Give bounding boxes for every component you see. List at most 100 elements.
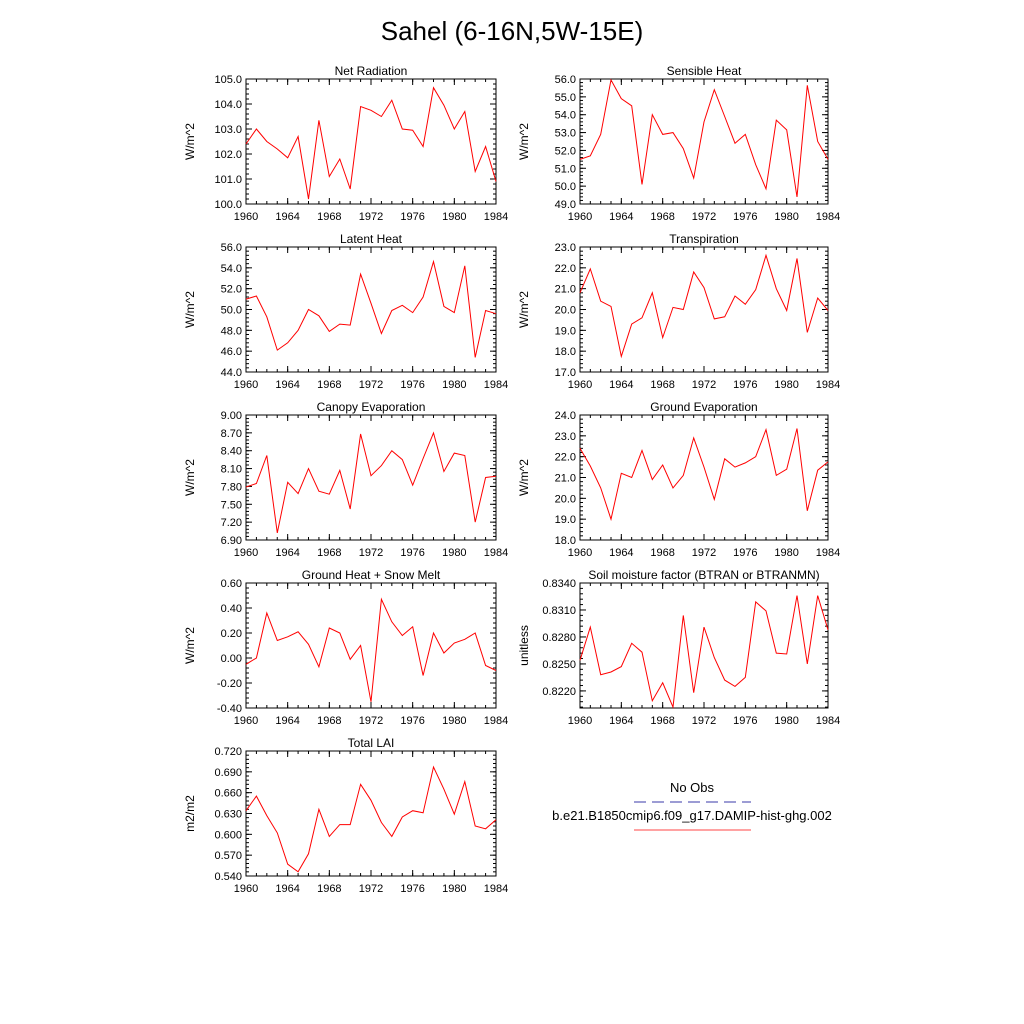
x-tick-label: 1984	[816, 547, 840, 559]
panel-title: Net Radiation	[335, 64, 408, 78]
y-tick-label: 22.0	[555, 263, 576, 275]
x-tick-label: 1972	[359, 211, 383, 223]
panel-6: Ground Evaporation W/m^2 1960 1964 1968 1972 1…	[517, 400, 840, 559]
x-tick-label: 1972	[692, 547, 716, 559]
x-tick-label: 1968	[317, 715, 341, 727]
y-tick-label: 0.8340	[542, 578, 576, 590]
x-tick-label: 1976	[400, 715, 424, 727]
x-tick-label: 1964	[609, 715, 633, 727]
x-tick-label: 1960	[234, 715, 258, 727]
y-tick-label: 56.0	[221, 242, 242, 254]
x-tick-label: 1980	[774, 547, 798, 559]
y-tick-label: 21.0	[555, 284, 576, 296]
y-tick-label: 21.0	[555, 473, 576, 485]
y-tick-label: 8.10	[221, 464, 242, 476]
legend-label: No Obs	[670, 780, 715, 795]
series-line	[245, 431, 497, 534]
x-tick-label: 1984	[816, 715, 840, 727]
y-tick-label: 101.0	[214, 174, 242, 186]
series-line	[245, 597, 497, 702]
y-tick-label: 24.0	[555, 410, 576, 422]
x-tick-label: 1960	[568, 547, 592, 559]
y-tick-label: 53.0	[555, 128, 576, 140]
y-tick-label: 54.0	[221, 263, 242, 275]
y-tick-label: 23.0	[555, 242, 576, 254]
y-tick-label: 0.8220	[542, 686, 576, 698]
y-tick-label: 55.0	[555, 92, 576, 104]
x-tick-label: 1968	[317, 883, 341, 895]
y-tick-label: 6.90	[221, 535, 242, 547]
x-tick-label: 1972	[692, 211, 716, 223]
x-tick-label: 1964	[609, 379, 633, 391]
x-tick-label: 1980	[774, 715, 798, 727]
y-axis-label: W/m^2	[183, 459, 197, 496]
x-tick-label: 1964	[275, 715, 299, 727]
x-tick-label: 1960	[234, 211, 258, 223]
y-axis-label: W/m^2	[183, 123, 197, 160]
x-tick-label: 1960	[234, 379, 258, 391]
x-tick-label: 1964	[275, 883, 299, 895]
y-tick-label: 50.0	[221, 305, 242, 317]
x-tick-label: 1968	[650, 379, 674, 391]
y-tick-label: 20.0	[555, 493, 576, 505]
y-tick-label: -0.20	[217, 678, 242, 690]
y-tick-label: 51.0	[555, 163, 576, 175]
x-tick-label: 1980	[774, 379, 798, 391]
x-tick-label: 1984	[816, 379, 840, 391]
y-tick-label: 0.8280	[542, 632, 576, 644]
y-tick-label: 56.0	[555, 74, 576, 86]
y-tick-label: 48.0	[221, 325, 242, 337]
panel-title: Total LAI	[348, 736, 395, 750]
y-axis-label: m2/m2	[183, 795, 197, 832]
y-tick-label: 0.540	[214, 871, 242, 883]
x-tick-label: 1972	[359, 715, 383, 727]
figure-title: Sahel (6-16N,5W-15E)	[381, 16, 644, 46]
panel-7: Ground Heat + Snow Melt W/m^2 1960 1964 1968…	[183, 568, 508, 727]
x-tick-label: 1976	[400, 211, 424, 223]
panel-title: Latent Heat	[340, 232, 403, 246]
y-tick-label: 104.0	[214, 99, 242, 111]
y-tick-label: 50.0	[555, 181, 576, 193]
y-tick-label: 22.0	[555, 452, 576, 464]
x-tick-label: 1980	[442, 883, 466, 895]
x-tick-label: 1972	[692, 379, 716, 391]
series-line	[579, 595, 829, 710]
legend: No Obs b.e21.B1850cmip6.f09_g17.DAMIP-his…	[552, 780, 832, 831]
legend-label: b.e21.B1850cmip6.f09_g17.DAMIP-hist-ghg.…	[552, 808, 832, 823]
y-tick-label: 0.8250	[542, 659, 576, 671]
x-tick-label: 1976	[400, 547, 424, 559]
series-line	[579, 253, 829, 359]
x-tick-label: 1980	[442, 379, 466, 391]
y-tick-label: 105.0	[214, 74, 242, 86]
y-tick-label: 0.720	[214, 746, 242, 758]
x-tick-label: 1964	[609, 211, 633, 223]
y-tick-label: -0.40	[217, 703, 242, 715]
x-tick-label: 1968	[650, 547, 674, 559]
panel-9: Total LAI m2/m2 1960 1964 1968 1972 1976 1980 19…	[183, 736, 508, 895]
x-tick-label: 1964	[275, 379, 299, 391]
x-tick-label: 1960	[568, 379, 592, 391]
y-tick-label: 46.0	[221, 346, 242, 358]
x-tick-label: 1968	[317, 547, 341, 559]
y-axis-label: W/m^2	[517, 291, 531, 328]
y-tick-label: 52.0	[221, 284, 242, 296]
x-tick-label: 1984	[484, 715, 508, 727]
x-tick-label: 1984	[484, 547, 508, 559]
y-tick-label: 0.630	[214, 809, 242, 821]
panel-title: Ground Heat + Snow Melt	[302, 568, 441, 582]
x-tick-label: 1984	[484, 379, 508, 391]
x-tick-label: 1960	[234, 547, 258, 559]
x-tick-label: 1960	[234, 883, 258, 895]
y-tick-label: 19.0	[555, 325, 576, 337]
y-tick-label: 7.20	[221, 517, 242, 529]
x-tick-label: 1984	[816, 211, 840, 223]
x-tick-label: 1976	[733, 211, 757, 223]
x-tick-label: 1976	[733, 547, 757, 559]
y-axis-label: W/m^2	[183, 627, 197, 664]
series-line	[579, 78, 829, 197]
x-tick-label: 1972	[359, 379, 383, 391]
x-tick-label: 1972	[359, 547, 383, 559]
y-tick-label: 8.40	[221, 446, 242, 458]
series-line	[245, 259, 497, 358]
